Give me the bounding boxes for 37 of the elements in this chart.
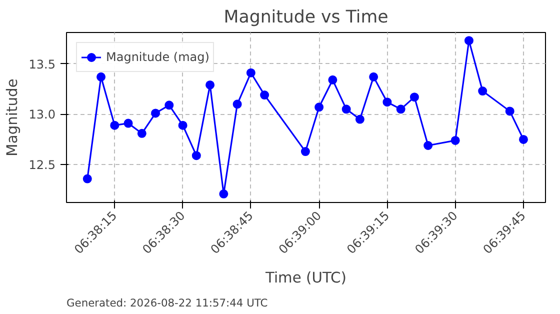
point — [300, 147, 310, 156]
point — [505, 106, 514, 116]
point — [232, 100, 242, 109]
point — [137, 128, 146, 138]
point — [355, 114, 364, 124]
text: Generated: 2026-08-22 11:57:44 UTC — [66, 296, 268, 310]
point — [178, 120, 188, 130]
point — [82, 174, 92, 184]
point — [396, 104, 406, 114]
point — [151, 108, 160, 118]
point — [110, 120, 120, 130]
point — [424, 141, 433, 150]
point — [260, 90, 270, 100]
x-axis-title: Time (UTC) — [264, 270, 347, 287]
point — [314, 102, 324, 112]
point — [518, 134, 528, 144]
point — [382, 98, 392, 107]
point — [206, 80, 215, 90]
point — [464, 36, 474, 46]
y-tick-label: 12.5 — [28, 158, 56, 172]
point — [164, 100, 174, 110]
y-tick-label: 13.0 — [28, 108, 56, 122]
y-tick-label: 13.5 — [28, 57, 56, 72]
point — [96, 72, 106, 82]
point — [328, 75, 338, 84]
point — [124, 118, 133, 128]
chart-title: Magnitude vs Time — [224, 8, 388, 28]
point — [246, 68, 256, 78]
point — [192, 151, 201, 160]
point — [410, 92, 419, 102]
point — [219, 189, 228, 198]
point — [369, 72, 378, 82]
point — [478, 86, 488, 96]
legend-label: Magnitude (mag) — [106, 50, 210, 64]
y-axis-title: Magnitude — [4, 78, 21, 156]
point — [342, 104, 351, 114]
point — [450, 136, 460, 145]
